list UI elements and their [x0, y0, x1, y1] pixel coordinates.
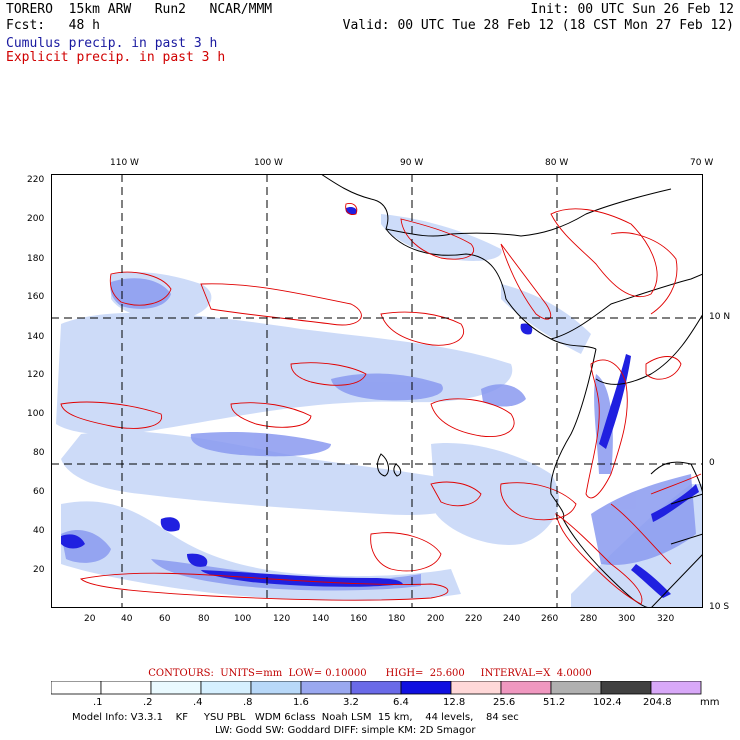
model-info: Model Info: V3.3.1 KF YSU PBL WDM 6class…: [72, 712, 519, 723]
y-tick: 80: [33, 448, 45, 458]
run-info: TORERO 15km ARW Run2 NCAR/MMM: [6, 2, 273, 17]
colorbar-label: 102.4: [593, 697, 622, 708]
explicit-precip-contours: [60, 203, 702, 605]
colorbar-label: .4: [193, 697, 203, 708]
colorbar-swatch: [200, 681, 252, 695]
explicit-label: Explicit precip. in past 3 h: [6, 50, 226, 65]
colorbar-swatch: [100, 681, 152, 695]
x-tick: 280: [580, 614, 598, 624]
lon-label-70w: 70 W: [690, 158, 714, 168]
lat-lon-grid: [51, 174, 703, 608]
colorbar-label: 51.2: [543, 697, 566, 708]
colorbar-swatch: [150, 681, 202, 695]
lon-label-110w: 110 W: [110, 158, 139, 168]
map-frame: [51, 174, 703, 608]
y-tick: 160: [27, 292, 45, 302]
colorbar-label: .2: [143, 697, 153, 708]
cumulus-precip-light: [56, 214, 703, 608]
lat-label-10s: 10 S: [709, 602, 730, 612]
init-time: Init: 00 UTC Sun 26 Feb 12: [530, 2, 735, 17]
colorbar-label: .8: [243, 697, 253, 708]
forecast-hour: Fcst: 48 h: [6, 18, 100, 33]
colorbar-label: 6.4: [393, 697, 409, 708]
x-tick: 100: [234, 614, 252, 624]
colorbar-label: 12.8: [443, 697, 466, 708]
x-tick: 180: [388, 614, 406, 624]
x-tick: 20: [84, 614, 96, 624]
lon-label-90w: 90 W: [400, 158, 424, 168]
colorbar-label: 204.8: [643, 697, 672, 708]
x-tick: 220: [465, 614, 483, 624]
lat-label-0: 0: [709, 458, 715, 468]
colorbar-swatch: [250, 681, 302, 695]
x-tick: 60: [159, 614, 171, 624]
x-tick: 80: [198, 614, 210, 624]
y-tick: 140: [27, 332, 45, 342]
x-tick: 200: [427, 614, 445, 624]
y-tick: 60: [33, 487, 45, 497]
cumulus-label: Cumulus precip. in past 3 h: [6, 36, 218, 51]
valid-time: Valid: 00 UTC Tue 28 Feb 12 (18 CST Mon …: [342, 18, 734, 33]
colorbar-swatch: [600, 681, 652, 695]
y-tick: 100: [27, 409, 45, 419]
colorbar: [51, 681, 702, 695]
colorbar-unit: mm: [700, 697, 720, 708]
cumulus-precip-medium: [61, 278, 696, 591]
x-tick: 320: [657, 614, 675, 624]
y-tick: 200: [27, 214, 45, 224]
y-tick: 20: [33, 565, 45, 575]
x-tick: 300: [618, 614, 636, 624]
lon-label-100w: 100 W: [254, 158, 283, 168]
precip-map: [51, 174, 703, 608]
x-tick: 240: [503, 614, 521, 624]
colorbar-label: .1: [93, 697, 103, 708]
colorbar-swatch: [51, 681, 102, 695]
colorbar-swatch: [450, 681, 502, 695]
colorbar-label: 1.6: [293, 697, 309, 708]
colorbar-swatch: [400, 681, 452, 695]
colorbar-swatch: [550, 681, 602, 695]
lon-label-80w: 80 W: [545, 158, 569, 168]
colorbar-label: 25.6: [493, 697, 516, 708]
colorbar-label: 3.2: [343, 697, 359, 708]
y-tick: 180: [27, 254, 45, 264]
x-tick: 140: [312, 614, 330, 624]
x-tick: 120: [273, 614, 291, 624]
colorbar-swatch: [500, 681, 552, 695]
y-tick: 120: [27, 370, 45, 380]
x-tick: 40: [121, 614, 133, 624]
y-tick: 40: [33, 526, 45, 536]
lat-label-10n: 10 N: [709, 312, 731, 322]
contour-info: CONTOURS: UNITS=mm LOW= 0.10000 HIGH= 25…: [148, 668, 592, 679]
colorbar-swatch: [350, 681, 402, 695]
x-tick: 160: [350, 614, 368, 624]
colorbar-swatch: [650, 681, 702, 695]
y-tick: 220: [27, 175, 45, 185]
physics-info: LW: Godd SW: Goddard DIFF: simple KM: 2D…: [215, 725, 476, 736]
colorbar-swatch: [300, 681, 352, 695]
x-tick: 260: [541, 614, 559, 624]
coastline: [320, 174, 703, 608]
